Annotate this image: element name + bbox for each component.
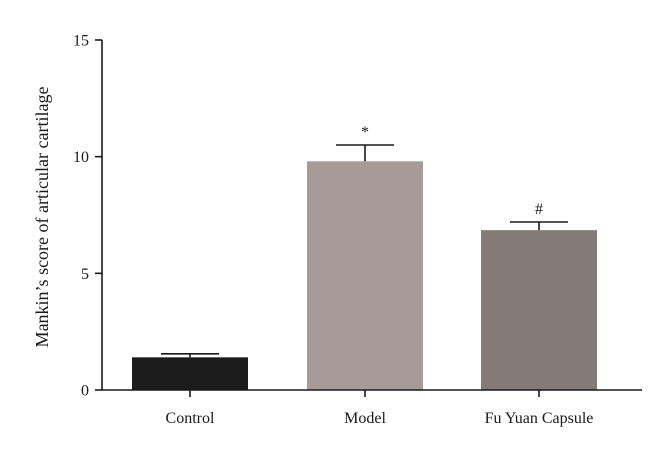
significance-mark: # [535,201,543,218]
y-axis-title: Mankin’s score of articular cartilage [32,87,52,348]
y-tick-label: 0 [81,383,89,400]
y-tick-label: 15 [73,33,89,50]
x-ticks: Control Model Fu Yuan Capsule [166,390,594,427]
bars [132,161,597,390]
significance-annotations: *# [361,124,543,218]
error-bars [161,144,568,358]
x-tick-label: Model [344,410,386,427]
bar [307,161,423,390]
bar [132,357,248,390]
x-tick-label: Fu Yuan Capsule [485,410,594,427]
x-tick-label: Control [166,410,215,427]
significance-mark: * [361,124,369,141]
y-tick-label: 10 [73,149,89,166]
bar [481,230,597,390]
y-tick-label: 5 [81,266,89,283]
y-ticks: 0 5 10 15 [73,33,102,400]
